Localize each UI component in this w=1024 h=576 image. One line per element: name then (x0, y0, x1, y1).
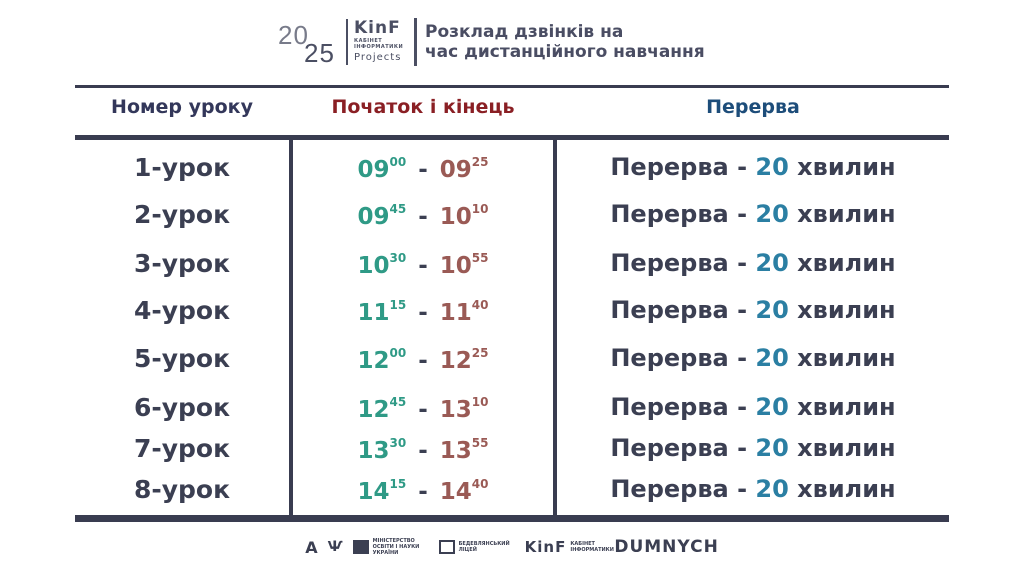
end-time: 1440 (439, 477, 489, 505)
title-line-2: час дистанційного навчання (425, 42, 705, 62)
end-time: 1140 (439, 298, 489, 326)
break-info: Перерва - 20 хвилин (610, 249, 896, 277)
a-logo: A (305, 537, 318, 557)
year-logo: 20 25 (278, 16, 340, 68)
trident-icon: Ѱ (327, 539, 343, 555)
lesson-number: 2-урок (133, 200, 231, 229)
table-row: 8-урок 1415-1440 Перерва - 20 хвилин (75, 475, 949, 511)
column-divider-2 (553, 140, 557, 516)
end-time: 1310 (439, 395, 489, 423)
end-time: 1355 (439, 436, 489, 464)
table-bottom-border (75, 515, 949, 522)
dumnych-logo: DUMNYCH (614, 537, 719, 557)
start-time: 1030 (357, 251, 407, 279)
table-row: 7-урок 1330-1355 Перерва - 20 хвилин (75, 434, 949, 470)
lesson-time: 1030-1055 (357, 251, 489, 279)
table-header-border (75, 135, 949, 140)
kinf-projects: Projects (354, 52, 402, 63)
table-top-border (75, 85, 949, 88)
end-time: 1055 (439, 251, 489, 279)
year-top: 20 (278, 20, 309, 50)
ministry-mark-icon (352, 540, 369, 554)
lesson-time: 1115-1140 (357, 298, 489, 326)
start-time: 1245 (357, 395, 407, 423)
table-row: 6-урок 1245-1310 Перерва - 20 хвилин (75, 393, 949, 429)
table-row: 5-урок 1200-1225 Перерва - 20 хвилин (75, 344, 949, 380)
start-time: 0945 (357, 202, 407, 230)
kinf-logo: KinF КАБІНЕТ ІНФОРМАТИКИ Projects (354, 20, 412, 64)
break-info: Перерва - 20 хвилин (610, 153, 896, 181)
kinf-footer-sub: КАБІНЕТ ІНФОРМАТИКИ (570, 541, 614, 553)
column-header-break: Перерва (706, 96, 800, 118)
ministry-logo: МІНІСТЕРСТВО ОСВІТИ І НАУКИ УКРАЇНИ (352, 538, 429, 556)
lesson-number: 5-урок (133, 344, 231, 373)
lesson-number: 7-урок (133, 434, 231, 463)
kinf-footer-brand: KinF (524, 538, 567, 556)
break-info: Перерва - 20 хвилин (610, 475, 896, 503)
table-row: 1-урок 0900-0925 Перерва - 20 хвилин (75, 153, 949, 189)
kinf-sub: КАБІНЕТ ІНФОРМАТИКИ (354, 38, 404, 50)
lesson-number: 1-урок (133, 153, 231, 182)
start-time: 1415 (357, 477, 407, 505)
year-bottom: 25 (304, 38, 335, 68)
end-time: 1225 (439, 346, 489, 374)
column-header-lesson: Номер уроку (111, 96, 253, 118)
ministry-text: МІНІСТЕРСТВО ОСВІТИ І НАУКИ УКРАЇНИ (372, 538, 420, 556)
break-info: Перерва - 20 хвилин (610, 393, 896, 421)
footer-logos: A Ѱ МІНІСТЕРСТВО ОСВІТИ І НАУКИ УКРАЇНИ … (0, 535, 1024, 559)
table-row: 4-урок 1115-1140 Перерва - 20 хвилин (75, 296, 949, 332)
lesson-time: 0945-1010 (357, 202, 489, 230)
end-time: 0925 (439, 155, 489, 183)
lesson-time: 1245-1310 (357, 395, 489, 423)
table-row: 3-урок 1030-1055 Перерва - 20 хвилин (75, 249, 949, 285)
lesson-time: 1200-1225 (357, 346, 489, 374)
break-info: Перерва - 20 хвилин (610, 296, 896, 324)
lesson-number: 3-урок (133, 249, 231, 278)
lesson-number: 4-урок (133, 296, 231, 325)
lesson-time: 1415-1440 (357, 477, 489, 505)
lyceum-logo: БЕДЕВЛЯНСЬКИЙ ЛІЦЕЙ (438, 540, 515, 554)
break-info: Перерва - 20 хвилин (610, 200, 896, 228)
lesson-time: 0900-0925 (357, 155, 489, 183)
header-divider (346, 19, 348, 65)
break-info: Перерва - 20 хвилин (610, 434, 896, 462)
start-time: 1200 (357, 346, 407, 374)
column-divider-1 (289, 140, 293, 516)
end-time: 1010 (439, 202, 489, 230)
start-time: 1330 (357, 436, 407, 464)
table-row: 2-урок 0945-1010 Перерва - 20 хвилин (75, 200, 949, 236)
lesson-number: 6-урок (133, 393, 231, 422)
break-info: Перерва - 20 хвилин (610, 344, 896, 372)
column-header-time: Початок і кінець (331, 96, 515, 118)
header: 20 25 KinF КАБІНЕТ ІНФОРМАТИКИ Projects … (278, 14, 755, 70)
header-divider-2 (414, 18, 417, 66)
page-title: Розклад дзвінків на час дистанційного на… (425, 22, 755, 62)
lesson-number: 8-урок (133, 475, 231, 504)
book-icon (438, 540, 455, 554)
start-time: 0900 (357, 155, 407, 183)
title-line-1: Розклад дзвінків на (425, 22, 624, 42)
lyceum-text: БЕДЕВЛЯНСЬКИЙ ЛІЦЕЙ (458, 541, 510, 553)
lesson-time: 1330-1355 (357, 436, 489, 464)
kinf-brand: KinF (354, 18, 401, 38)
kinf-footer-logo: KinF КАБІНЕТ ІНФОРМАТИКИ (524, 538, 614, 556)
start-time: 1115 (357, 298, 407, 326)
